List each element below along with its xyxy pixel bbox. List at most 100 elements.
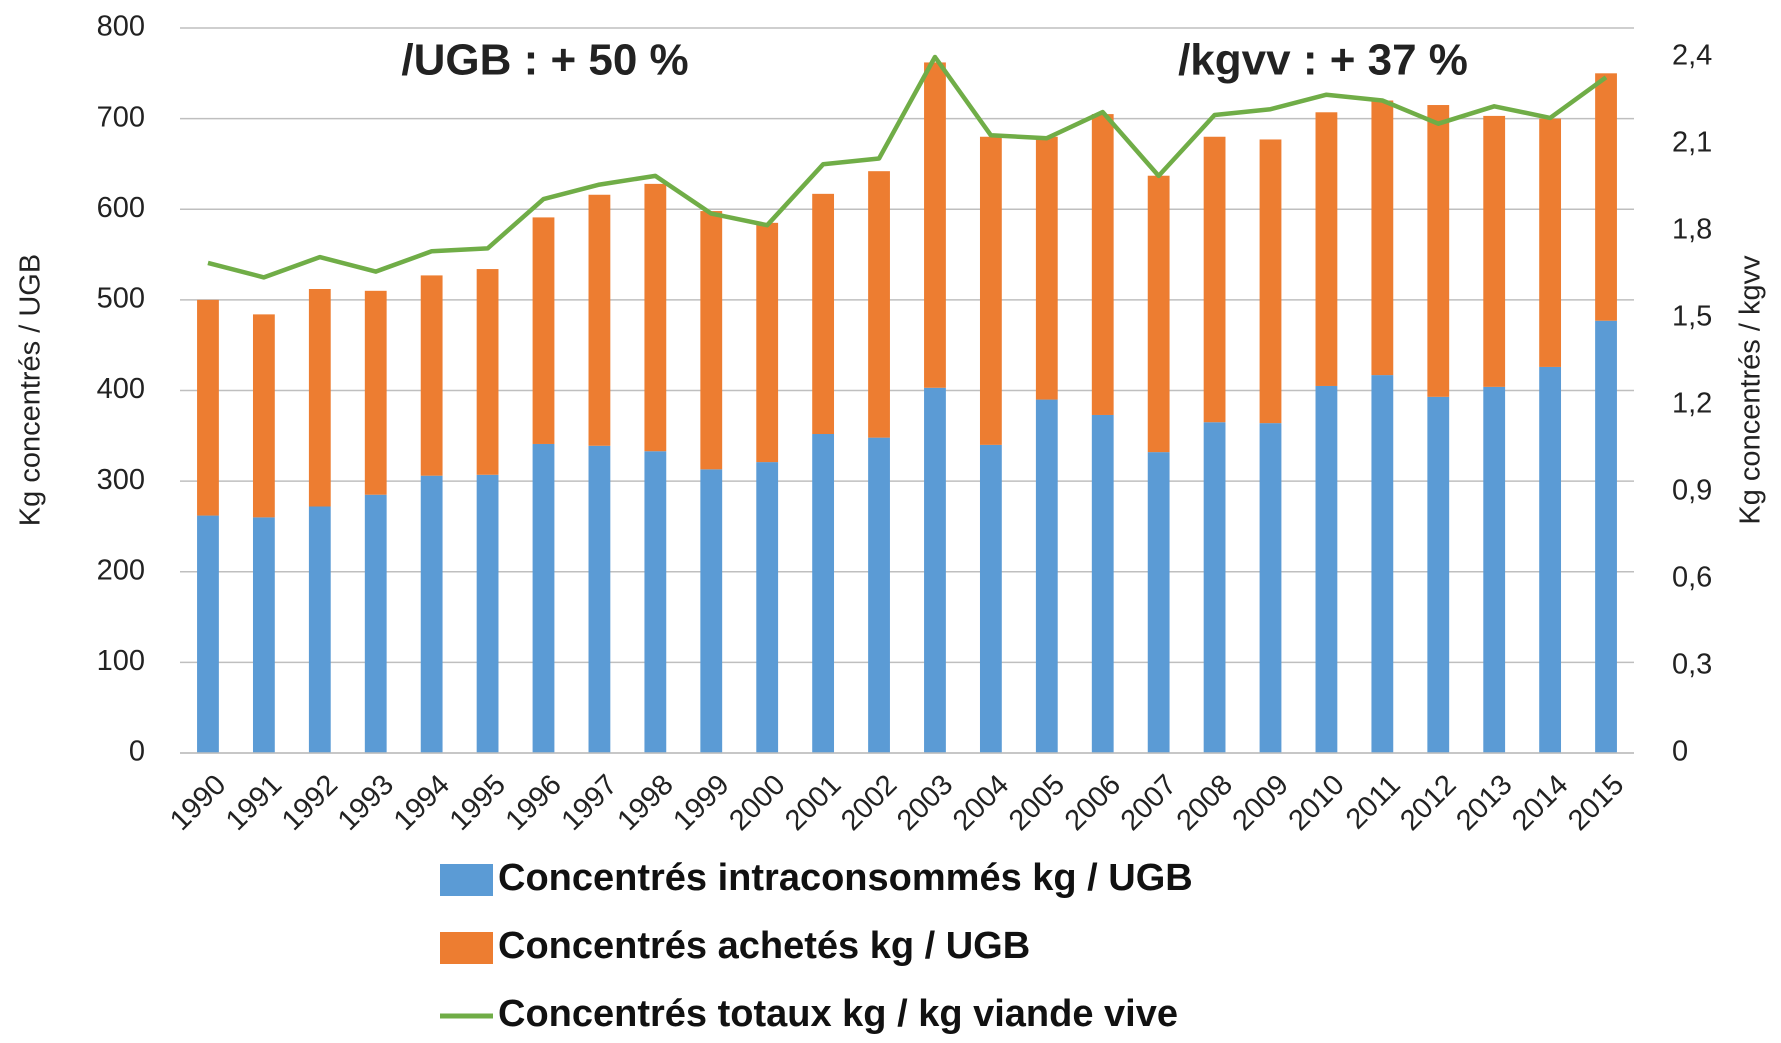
bar	[924, 62, 946, 388]
y2-tick-label: 1,2	[1672, 388, 1712, 420]
bar	[420, 275, 443, 476]
x-tick-label: 1999	[667, 769, 735, 837]
bar	[1427, 396, 1450, 753]
x-tick-label: 2006	[1059, 769, 1127, 837]
bar	[756, 222, 779, 463]
x-tick-label: 2002	[835, 769, 903, 837]
annotation: /UGB : + 50 %	[401, 36, 688, 85]
bar	[252, 314, 275, 518]
y-tick-label: 0	[129, 736, 145, 768]
legend-swatch	[440, 864, 493, 896]
bar	[1091, 114, 1114, 415]
x-tick-label: 2008	[1171, 769, 1239, 837]
y2-tick-label: 2,1	[1672, 127, 1712, 159]
x-tick-label: 2001	[779, 769, 847, 837]
bar	[1539, 366, 1562, 753]
bar	[868, 437, 890, 753]
bar	[1315, 112, 1338, 386]
x-tick-label: 2009	[1227, 769, 1295, 837]
x-tick-label: 2003	[891, 769, 959, 837]
bar	[700, 211, 723, 470]
bar	[588, 445, 611, 753]
x-tick-label: 2007	[1115, 769, 1183, 837]
bar	[308, 289, 331, 507]
bar	[700, 469, 723, 753]
x-tick-label: 1998	[611, 769, 679, 837]
bar	[364, 494, 387, 753]
x-tick-label: 2004	[947, 769, 1015, 837]
y-tick-label: 300	[97, 464, 145, 496]
y2-tick-label: 0	[1672, 736, 1688, 768]
x-tick-label: 2005	[1003, 769, 1071, 837]
y2-tick-label: 0,3	[1672, 649, 1712, 681]
y2-tick-label: 0,6	[1672, 562, 1712, 594]
x-tick-label: 1995	[444, 769, 512, 837]
legend-label: Concentrés intraconsommés kg / UGB	[498, 857, 1193, 899]
y-tick-label: 500	[97, 283, 145, 315]
x-tick-label: 2014	[1506, 769, 1574, 837]
bar	[756, 462, 779, 753]
y-axis-label: Kg concentrés / UGB	[15, 254, 47, 526]
bar	[1595, 73, 1617, 321]
y-tick-label: 100	[97, 645, 145, 677]
y-tick-label: 800	[97, 11, 145, 43]
y2-axis-label: Kg concentrés / kgvv	[1735, 255, 1767, 525]
bar	[979, 444, 1002, 753]
bar	[868, 171, 890, 438]
x-tick-label: 2012	[1394, 769, 1462, 837]
bar	[1147, 175, 1170, 453]
x-tick-label: 2013	[1450, 769, 1518, 837]
bar	[532, 443, 555, 753]
bar	[476, 269, 499, 475]
bar	[812, 434, 835, 753]
bar	[197, 299, 219, 516]
x-tick-label: 1990	[164, 769, 232, 837]
annotation: /kgvv : + 37 %	[1178, 36, 1468, 85]
bar	[1371, 100, 1394, 376]
bar	[364, 290, 387, 495]
bar	[979, 136, 1002, 445]
legend-label: Concentrés achetés kg / UGB	[498, 925, 1030, 967]
bar	[924, 387, 946, 753]
y2-tick-label: 0,9	[1672, 475, 1712, 507]
bar	[532, 217, 555, 444]
x-tick-label: 2011	[1340, 769, 1407, 836]
y2-tick-label: 1,5	[1672, 301, 1712, 333]
line	[207, 54, 1608, 280]
y-tick-label: 200	[97, 554, 145, 586]
bar	[476, 474, 499, 753]
bar	[1259, 139, 1282, 424]
bar	[588, 194, 611, 446]
y-tick-label: 700	[97, 101, 145, 133]
bar	[812, 193, 835, 434]
bar	[1483, 115, 1506, 387]
x-tick-label: 1997	[556, 769, 624, 837]
legend-label: Concentrés totaux kg / kg viande vive	[498, 993, 1178, 1035]
bar	[1483, 386, 1506, 753]
bar	[1259, 423, 1282, 753]
bar	[1035, 399, 1058, 753]
bar	[197, 515, 219, 753]
bar	[1203, 136, 1226, 423]
x-tick-label: 1993	[332, 769, 400, 837]
bar	[1091, 414, 1114, 753]
bar	[1147, 452, 1170, 753]
x-tick-label: 2000	[723, 769, 791, 837]
bar	[1315, 385, 1338, 753]
bar	[1035, 136, 1058, 400]
x-tick-label: 1991	[220, 769, 288, 837]
bar	[1595, 320, 1617, 753]
bar	[308, 506, 331, 753]
bar	[644, 183, 667, 452]
y2-tick-label: 2,4	[1672, 40, 1712, 72]
x-tick-label: 1994	[388, 769, 456, 837]
x-tick-label: 1996	[500, 769, 568, 837]
bar	[644, 451, 667, 753]
x-tick-label: 1992	[276, 769, 344, 837]
y-tick-label: 600	[97, 192, 145, 224]
legend-swatch	[440, 932, 493, 964]
x-tick-label: 2015	[1562, 769, 1630, 837]
bar	[1203, 422, 1226, 753]
x-tick-label: 2010	[1283, 769, 1351, 837]
